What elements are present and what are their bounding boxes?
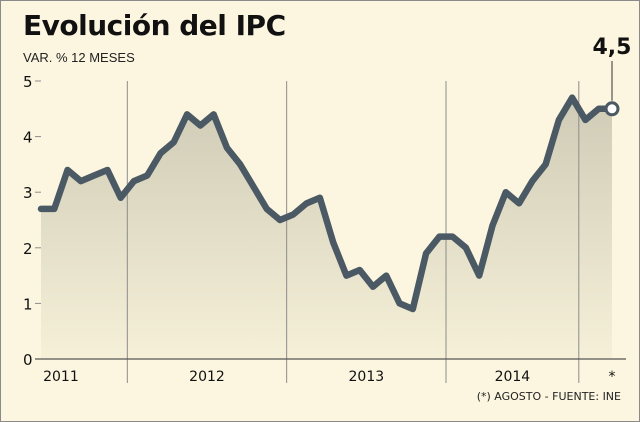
x-tick-label-3: 2013 <box>349 369 385 385</box>
chart-title: Evolución del IPC <box>23 9 286 42</box>
x-tick-label-2: 2012 <box>189 369 225 385</box>
y-tick-label-3: 3 <box>23 184 33 202</box>
y-tick-label-4: 4 <box>23 129 33 147</box>
x-tick-label-1: 2011 <box>43 369 79 385</box>
chart-source-note: (*) AGOSTO - FUENTE: INE <box>476 390 621 403</box>
highlight-marker <box>604 101 620 117</box>
y-tick-label-2: 2 <box>23 240 33 258</box>
chart-subtitle: VAR. % 12 MESES <box>23 50 135 65</box>
y-tick-label-0: 0 <box>23 351 33 369</box>
highlight-value-label: 4,5 <box>593 35 632 60</box>
y-tick-label-5: 5 <box>23 73 33 91</box>
y-tick-label-1: 1 <box>23 295 33 313</box>
data-line <box>37 94 616 313</box>
x-tick-label-4: 2014 <box>495 369 531 385</box>
x-tick-label-5: * <box>609 369 616 385</box>
